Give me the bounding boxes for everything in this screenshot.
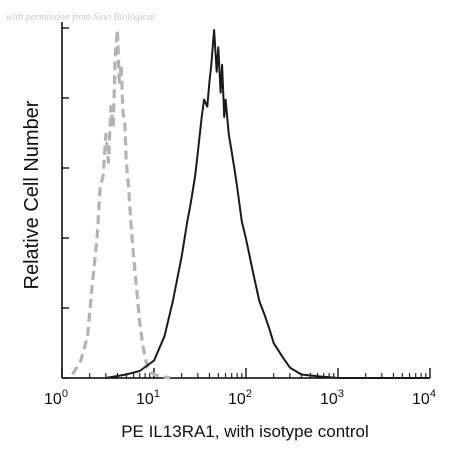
y-axis-label: Relative Cell Number [21, 100, 43, 289]
x-tick-label: 102 [228, 388, 252, 408]
x-tick-label: 104 [412, 388, 436, 408]
x-tick-label: 101 [136, 388, 160, 408]
isotype-control-line [71, 28, 171, 380]
watermark-text: with permission from Sino Biological [6, 12, 155, 23]
sample-histogram-line [105, 29, 430, 379]
series-layer [71, 28, 430, 380]
x-ticks [61, 368, 431, 378]
plot-area: 100 101 102 103 104 [44, 22, 436, 408]
x-axis-label: PE IL13RA1, with isotype control [121, 422, 369, 441]
x-tick-label: 103 [320, 388, 344, 408]
y-ticks [62, 27, 69, 379]
x-tick-labels: 100 101 102 103 104 [44, 388, 436, 408]
x-tick-label: 100 [44, 388, 68, 408]
